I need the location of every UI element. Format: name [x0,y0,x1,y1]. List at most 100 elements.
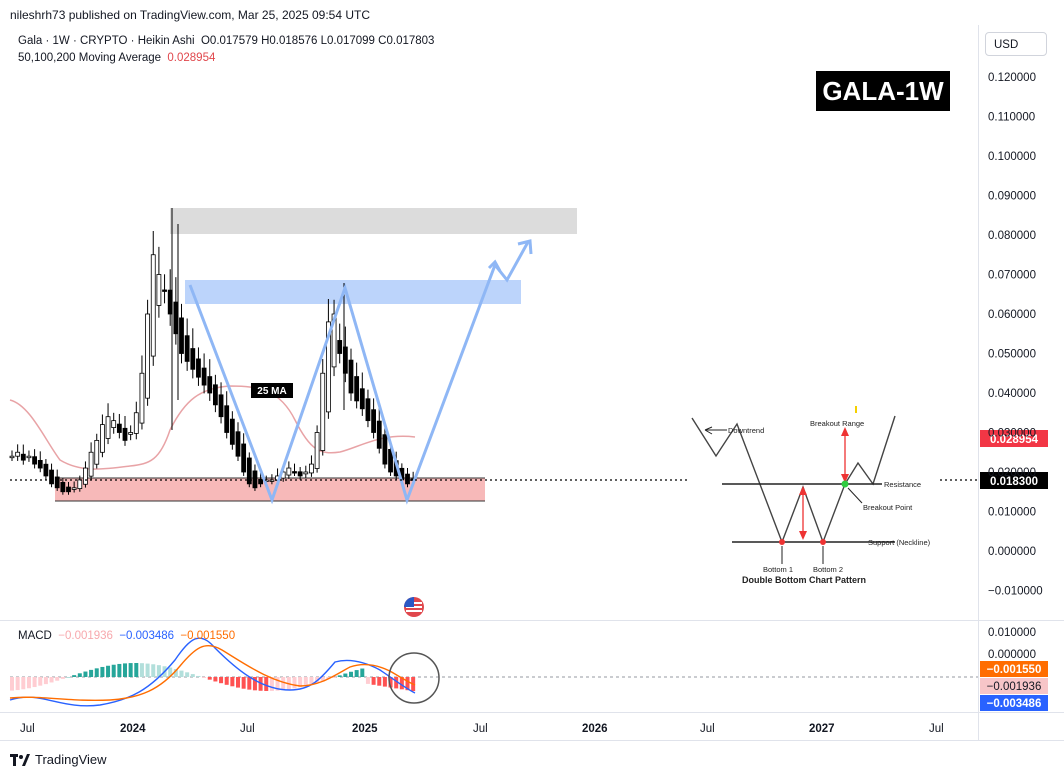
macd-histogram-bar [111,664,116,677]
candle-body [9,455,15,459]
us-flag-icon[interactable] [404,597,424,617]
price-tick-label: 0.040000 [988,388,1036,400]
candle-body [26,455,32,459]
candle-body [32,456,37,465]
price-tick-label: 0.100000 [988,151,1036,163]
macd-histogram-bar [185,672,190,677]
symbol-legend[interactable]: Gala · 1W · CRYPTO · Heikin Ashi O0.0175… [18,35,434,47]
tradingview-logo-icon [10,753,30,766]
macd-histogram-bar [332,677,337,678]
candle-body [83,467,88,485]
macd-legend[interactable]: MACD −0.001936 −0.003486 −0.001550 [18,630,235,642]
ma-value: 0.028954 [167,52,216,64]
macd-histogram-bar [134,663,139,677]
macd-tag [980,695,1048,711]
candle-body [201,367,207,386]
candle-body [190,348,196,370]
inset-arrowhead-down [799,531,807,540]
macd-histogram-bar [388,677,393,688]
macd-histogram-bar [354,670,359,677]
candle-body [100,424,105,453]
candle-body [77,479,83,490]
moving-average-line [9,385,416,470]
macd-histogram-bar [60,677,65,679]
candle-body [235,431,241,457]
price-tick-label: 0.050000 [988,349,1036,361]
time-tick-jul-2023: Jul [20,723,35,735]
macd-histogram-bar [38,677,43,686]
ma-annotation-box [251,383,293,398]
macd-highlight-circle [388,652,440,704]
inset-breakout-arrowhead [841,427,849,436]
macd-hist-value: −0.001936 [58,630,113,642]
macd-histogram-bar [247,677,252,690]
candle-body [354,376,360,402]
inset-pattern-line [691,415,896,545]
candle-body [309,463,314,474]
macd-histogram-bar [213,677,218,682]
macd-histogram-bar [394,677,399,689]
candle-body [207,376,213,394]
candle-body [128,432,134,435]
projection-arrowhead-2 [487,259,502,272]
macd-histogram-bar [303,677,308,686]
candle-body [342,346,348,374]
price-axis[interactable]: 0.120000 0.110000 0.100000 0.090000 0.080000… [988,72,1043,598]
candle-body [145,313,151,399]
ohlc-high: H0.018576 [261,35,318,47]
macd-histogram-bar [168,667,173,677]
candle-body [382,434,388,465]
macd-histogram-bar [298,677,303,688]
grey-resistance-zone [170,208,577,234]
macd-histogram-bar [77,673,82,677]
double-bottom-projection [188,241,530,505]
macd-histogram-bar [360,668,365,677]
candle-body [331,313,337,368]
time-axis[interactable]: Jul 2024 Jul 2025 Jul 2026 Jul 2027 Jul [20,723,944,735]
inset-bottom1-dot [779,539,785,545]
macd-histogram-bar [399,677,404,690]
published-header: nileshrh73 published on TradingView.com,… [10,8,370,22]
inset-breakout-arrowhead-down [841,474,849,483]
candle-body [212,384,218,406]
macd-histogram-bar [32,677,37,688]
inset-bottom1-label: Bottom 1 [763,565,793,574]
time-tick-jul-2024: Jul [240,723,255,735]
ma-legend[interactable]: 50,100,200 Moving Average 0.028954 [18,52,215,64]
candle-body [139,372,145,424]
price-tick-label: 0.110000 [988,112,1035,124]
ma-label: 50,100,200 Moving Average [18,52,162,64]
macd-histogram-bar [21,677,26,690]
currency-button[interactable]: USD [985,32,1047,56]
macd-histogram-bar [269,677,274,691]
macd-histogram-bar [83,671,88,677]
candle-body [252,470,258,489]
inset-title: Double Bottom Chart Pattern [742,575,866,585]
time-tick-jul-2025: Jul [473,723,488,735]
inset-breakout-pointer [847,487,863,504]
macd-histogram-bar [89,669,94,677]
candle-body [94,439,100,465]
macd-histogram-bar [258,677,263,691]
price-tick-label: 0.080000 [988,230,1036,242]
candle-body [173,301,179,335]
symbol-badge: GALA-1W [816,71,950,111]
macd-histogram-bar [207,677,212,680]
macd-histogram-bar [26,677,31,689]
inset-downtrend-pointer [704,426,727,435]
candle-body [388,449,393,473]
candles-group [9,208,416,495]
macd-histogram-bar [100,666,105,677]
signal-line [9,645,416,702]
macd-histogram-bar [128,663,133,677]
candle-body [88,451,94,477]
macd-histogram-bar [281,677,286,691]
macd-histogram-bar [264,677,269,691]
candle-body [224,405,230,433]
candle-body [292,471,297,474]
signal-tag [980,661,1048,677]
ma-price-tag [980,430,1048,447]
macd-histogram-bar [145,663,150,677]
tradingview-logo[interactable]: TradingView [10,752,107,767]
